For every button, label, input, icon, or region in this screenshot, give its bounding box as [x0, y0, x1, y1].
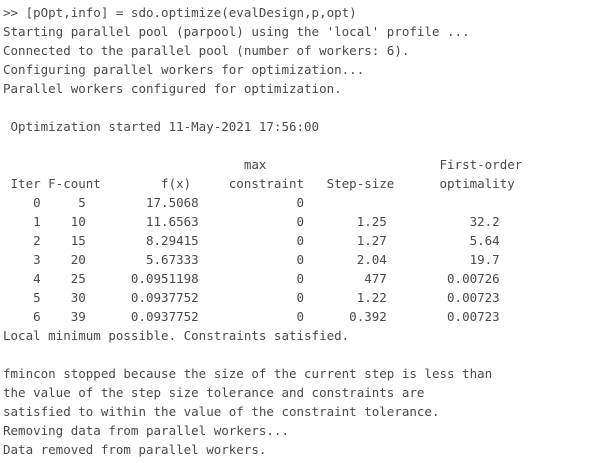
table-row-iter-2: 2 15 8.29415 0 1.27 5.64: [3, 233, 500, 248]
blank-line: [3, 345, 601, 364]
table-header-row-2: Iter F-count f(x) constraint Step-size o…: [3, 176, 515, 191]
table-row-iter-1: 1 10 11.6563 0 1.25 32.2: [3, 214, 500, 229]
table-row-iter-5: 5 30 0.0937752 0 1.22 0.00723: [3, 290, 500, 305]
blank-line: [3, 98, 601, 117]
removing-data-line: Removing data from parallel workers...: [3, 423, 289, 438]
result-line: Local minimum possible. Constraints sati…: [3, 328, 350, 343]
parpool-starting-line: Starting parallel pool (parpool) using t…: [3, 24, 470, 39]
table-header-row-1: max First-order: [3, 157, 523, 172]
table-row-iter-3: 3 20 5.67333 0 2.04 19.7: [3, 252, 500, 267]
table-row-iter-4: 4 25 0.0951198 0 477 0.00726: [3, 271, 500, 286]
command-line[interactable]: >> [pOpt,info] = sdo.optimize(evalDesign…: [3, 5, 357, 20]
blank-line: [3, 136, 601, 155]
table-row-iter-6: 6 39 0.0937752 0 0.392 0.00723: [3, 309, 500, 324]
fmincon-message-line-3: satisfied to within the value of the con…: [3, 404, 440, 419]
parpool-connected-line: Connected to the parallel pool (number o…: [3, 43, 410, 58]
table-row-iter-0: 0 5 17.5068 0: [3, 195, 305, 210]
fmincon-message-line-2: the value of the step size tolerance and…: [3, 385, 425, 400]
fmincon-message-line-1: fmincon stopped because the size of the …: [3, 366, 493, 381]
workers-configuring-line: Configuring parallel workers for optimiz…: [3, 62, 365, 77]
workers-configured-line: Parallel workers configured for optimiza…: [3, 81, 342, 96]
data-removed-line: Data removed from parallel workers.: [3, 442, 267, 457]
optimization-started-line: Optimization started 11-May-2021 17:56:0…: [3, 119, 320, 134]
